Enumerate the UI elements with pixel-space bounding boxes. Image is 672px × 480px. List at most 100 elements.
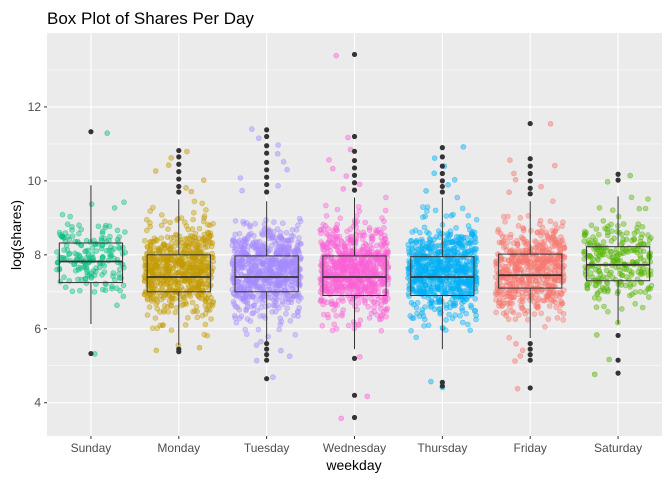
outlier-point — [351, 148, 358, 154]
jitter-point — [377, 306, 384, 312]
jitter-point — [551, 275, 558, 282]
jitter-point — [473, 281, 480, 288]
jitter-point — [259, 260, 265, 267]
jitter-point — [146, 304, 153, 310]
jitter-point — [534, 304, 540, 310]
jitter-point — [593, 226, 600, 232]
jitter-point — [520, 252, 526, 258]
jitter-point — [164, 256, 170, 263]
jitter-point — [58, 254, 65, 261]
jitter-point — [182, 322, 189, 328]
jitter-point — [459, 307, 466, 314]
jitter-point — [278, 318, 285, 325]
jitter-point — [591, 371, 598, 378]
jitter-point — [381, 218, 387, 224]
jitter-point — [454, 246, 461, 253]
jitter-point — [547, 121, 554, 127]
outlier-point — [439, 163, 445, 169]
jitter-point — [183, 185, 189, 191]
jitter-point — [165, 162, 172, 168]
jitter-point — [608, 238, 615, 244]
jitter-point — [235, 293, 242, 299]
jitter-point — [426, 259, 433, 266]
jitter-point — [193, 278, 200, 284]
jitter-point — [85, 247, 91, 254]
jitter-point — [451, 263, 458, 270]
jitter-point — [453, 225, 459, 231]
jitter-point — [471, 269, 478, 276]
jitter-point — [624, 230, 630, 236]
jitter-point — [323, 299, 330, 306]
outlier-point — [88, 129, 94, 135]
outlier-point — [439, 170, 445, 177]
jitter-point — [167, 219, 173, 226]
jitter-point — [271, 219, 277, 225]
outlier-point — [527, 357, 533, 363]
jitter-point — [471, 239, 477, 246]
jitter-point — [593, 304, 600, 311]
jitter-point — [274, 151, 281, 157]
jitter-point — [589, 274, 596, 281]
jitter-point — [346, 263, 352, 269]
jitter-point — [536, 296, 542, 302]
jitter-point — [631, 236, 638, 243]
jitter-point — [257, 277, 264, 283]
outlier-point — [264, 352, 270, 358]
x-tick-label: Thursday — [417, 441, 467, 455]
jitter-point — [201, 213, 208, 219]
jitter-point — [120, 293, 127, 300]
jitter-point — [374, 256, 381, 263]
jitter-point — [416, 288, 423, 294]
outlier-point — [615, 332, 621, 339]
jitter-point — [615, 258, 621, 265]
jitter-point — [437, 277, 443, 284]
jitter-point — [382, 269, 389, 276]
jitter-point — [544, 276, 551, 282]
jitter-point — [99, 272, 105, 278]
jitter-point — [366, 280, 373, 287]
jitter-point — [467, 327, 474, 334]
jitter-point — [165, 243, 171, 249]
jitter-point — [370, 299, 377, 306]
jitter-point — [366, 227, 373, 233]
jitter-point — [182, 243, 189, 249]
jitter-point — [459, 319, 466, 326]
jitter-point — [422, 213, 429, 220]
jitter-point — [142, 262, 148, 269]
jitter-point — [329, 165, 336, 172]
jitter-point — [409, 315, 415, 321]
jitter-point — [504, 300, 511, 307]
jitter-point — [246, 271, 252, 277]
jitter-point — [280, 301, 286, 307]
jitter-point — [268, 262, 275, 269]
jitter-point — [337, 215, 344, 221]
jitter-point — [594, 278, 600, 285]
jitter-point — [54, 249, 60, 255]
jitter-point — [638, 234, 644, 241]
outlier-point — [351, 414, 358, 421]
jitter-point — [445, 182, 451, 188]
outlier-point — [615, 171, 621, 177]
jitter-point — [381, 225, 387, 231]
jitter-point — [556, 239, 563, 246]
outlier-point — [351, 133, 358, 140]
jitter-point — [149, 264, 156, 271]
jitter-point — [286, 244, 292, 251]
jitter-point — [199, 200, 205, 207]
jitter-point — [287, 318, 294, 324]
jitter-point — [190, 238, 197, 244]
jitter-point — [373, 265, 379, 271]
jitter-point — [647, 235, 654, 241]
jitter-point — [546, 246, 552, 253]
jitter-point — [200, 241, 207, 248]
jitter-point — [270, 229, 277, 235]
jitter-point — [78, 242, 85, 249]
jitter-point — [243, 307, 249, 314]
jitter-point — [528, 281, 535, 288]
jitter-point — [333, 284, 340, 291]
jitter-point — [551, 162, 558, 169]
jitter-point — [150, 259, 157, 266]
jitter-point — [372, 287, 378, 294]
jitter-point — [203, 263, 210, 269]
outlier-point — [264, 189, 270, 195]
